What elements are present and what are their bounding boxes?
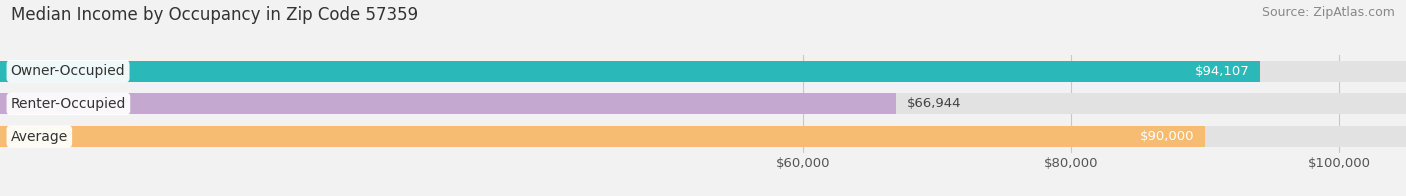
Text: Renter-Occupied: Renter-Occupied: [11, 97, 127, 111]
Bar: [0, 126, 1205, 147]
Text: Source: ZipAtlas.com: Source: ZipAtlas.com: [1261, 6, 1395, 19]
Text: $94,107: $94,107: [1195, 65, 1250, 78]
Text: Average: Average: [11, 130, 67, 143]
Text: Owner-Occupied: Owner-Occupied: [11, 64, 125, 78]
Bar: [0, 61, 1406, 82]
Bar: [0, 126, 1406, 147]
Bar: [0, 61, 1260, 82]
Text: $90,000: $90,000: [1140, 130, 1195, 143]
Text: $66,944: $66,944: [907, 97, 962, 110]
Text: Median Income by Occupancy in Zip Code 57359: Median Income by Occupancy in Zip Code 5…: [11, 6, 419, 24]
Bar: [0, 93, 897, 114]
Bar: [0, 93, 1406, 114]
